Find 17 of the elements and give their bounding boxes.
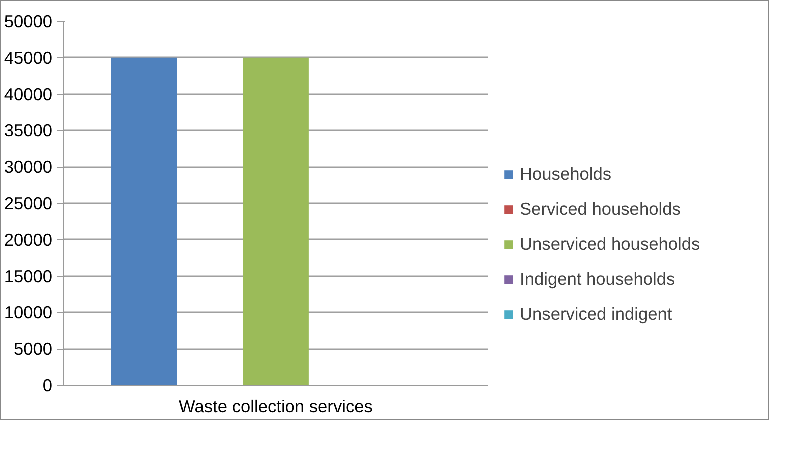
legend-label: Indigent households: [520, 269, 676, 290]
legend-label: Serviced households: [520, 199, 681, 220]
y-tick-label: 20000: [4, 230, 52, 250]
x-tick-label: Waste collection services: [179, 396, 374, 416]
legend-label: Households: [520, 164, 612, 185]
legend-label: Unserviced households: [520, 234, 700, 255]
y-tick-label: 50000: [4, 12, 52, 32]
y-tick-label: 45000: [4, 48, 52, 68]
y-tick-label: 30000: [4, 157, 52, 178]
y-tick-label: 40000: [4, 84, 52, 104]
y-tick-label: 35000: [4, 120, 52, 141]
y-tick-label: 5000: [14, 339, 53, 360]
y-tick-label: 10000: [4, 302, 52, 323]
legend-label: Unserviced indigent: [520, 304, 672, 325]
y-tick-label: 15000: [4, 266, 52, 286]
y-tick-label: 0: [42, 376, 53, 396]
y-tick-label: 25000: [4, 194, 52, 214]
